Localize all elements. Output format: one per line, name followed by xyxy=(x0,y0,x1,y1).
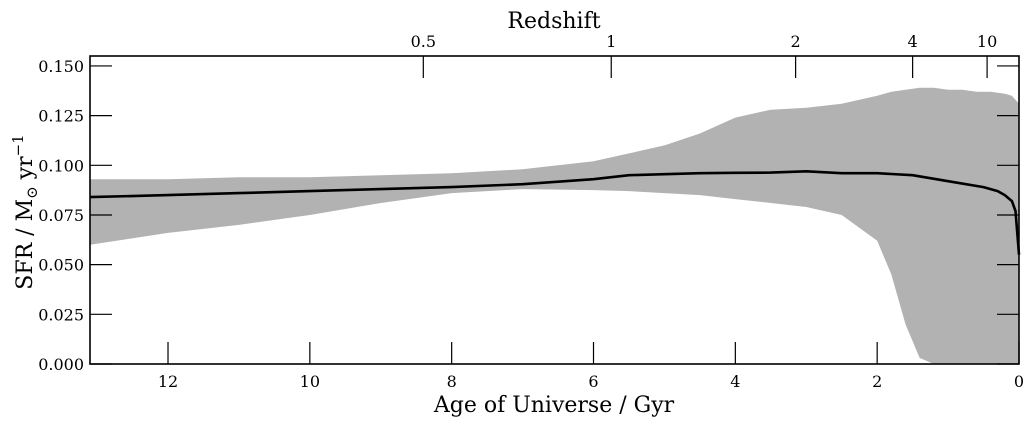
x-tick-label: 8 xyxy=(447,372,457,391)
x-tick-label: 0 xyxy=(1014,372,1024,391)
y-tick-label: 0.000 xyxy=(38,355,84,374)
sfr-median-line xyxy=(89,170,1021,255)
y-tick-label: 0.100 xyxy=(38,156,84,175)
y-axis-title: SFR / M⊙ yr−1 xyxy=(9,134,41,289)
x-axis-title: Age of Universe / Gyr xyxy=(433,393,675,418)
y-tick-label: 0.150 xyxy=(38,57,84,76)
sfr-median-line-layer xyxy=(89,170,1021,255)
plot-frame xyxy=(89,55,1020,365)
redshift-tick-label: 2 xyxy=(791,32,801,51)
y-tick-label: 0.025 xyxy=(38,305,84,324)
redshift-tick-label: 10 xyxy=(977,32,997,51)
x-tick-label: 2 xyxy=(872,372,882,391)
redshift-tick-label: 4 xyxy=(908,32,918,51)
y-axis-title-unit: yr xyxy=(13,156,38,186)
x-tick-label: 6 xyxy=(588,372,598,391)
y-tick-label: 0.125 xyxy=(38,107,84,126)
y-tick-label: 0.050 xyxy=(38,256,84,275)
x-tick-label: 10 xyxy=(300,372,320,391)
y-tick-label: 0.075 xyxy=(38,206,84,225)
redshift-tick-label: 0.5 xyxy=(411,32,436,51)
x-tick-label: 4 xyxy=(730,372,740,391)
sfr-confidence-band-layer xyxy=(90,87,1019,365)
sfr-confidence-band xyxy=(90,87,1019,365)
y-axis-title-exp: −1 xyxy=(9,134,27,156)
redshift-tick-label: 1 xyxy=(606,32,616,51)
redshift-axis-title: Redshift xyxy=(507,9,600,34)
y-axis-title-sub: ⊙ xyxy=(23,186,41,199)
x-tick-label: 12 xyxy=(158,372,178,391)
y-axis-title-main: SFR / M xyxy=(13,199,38,290)
